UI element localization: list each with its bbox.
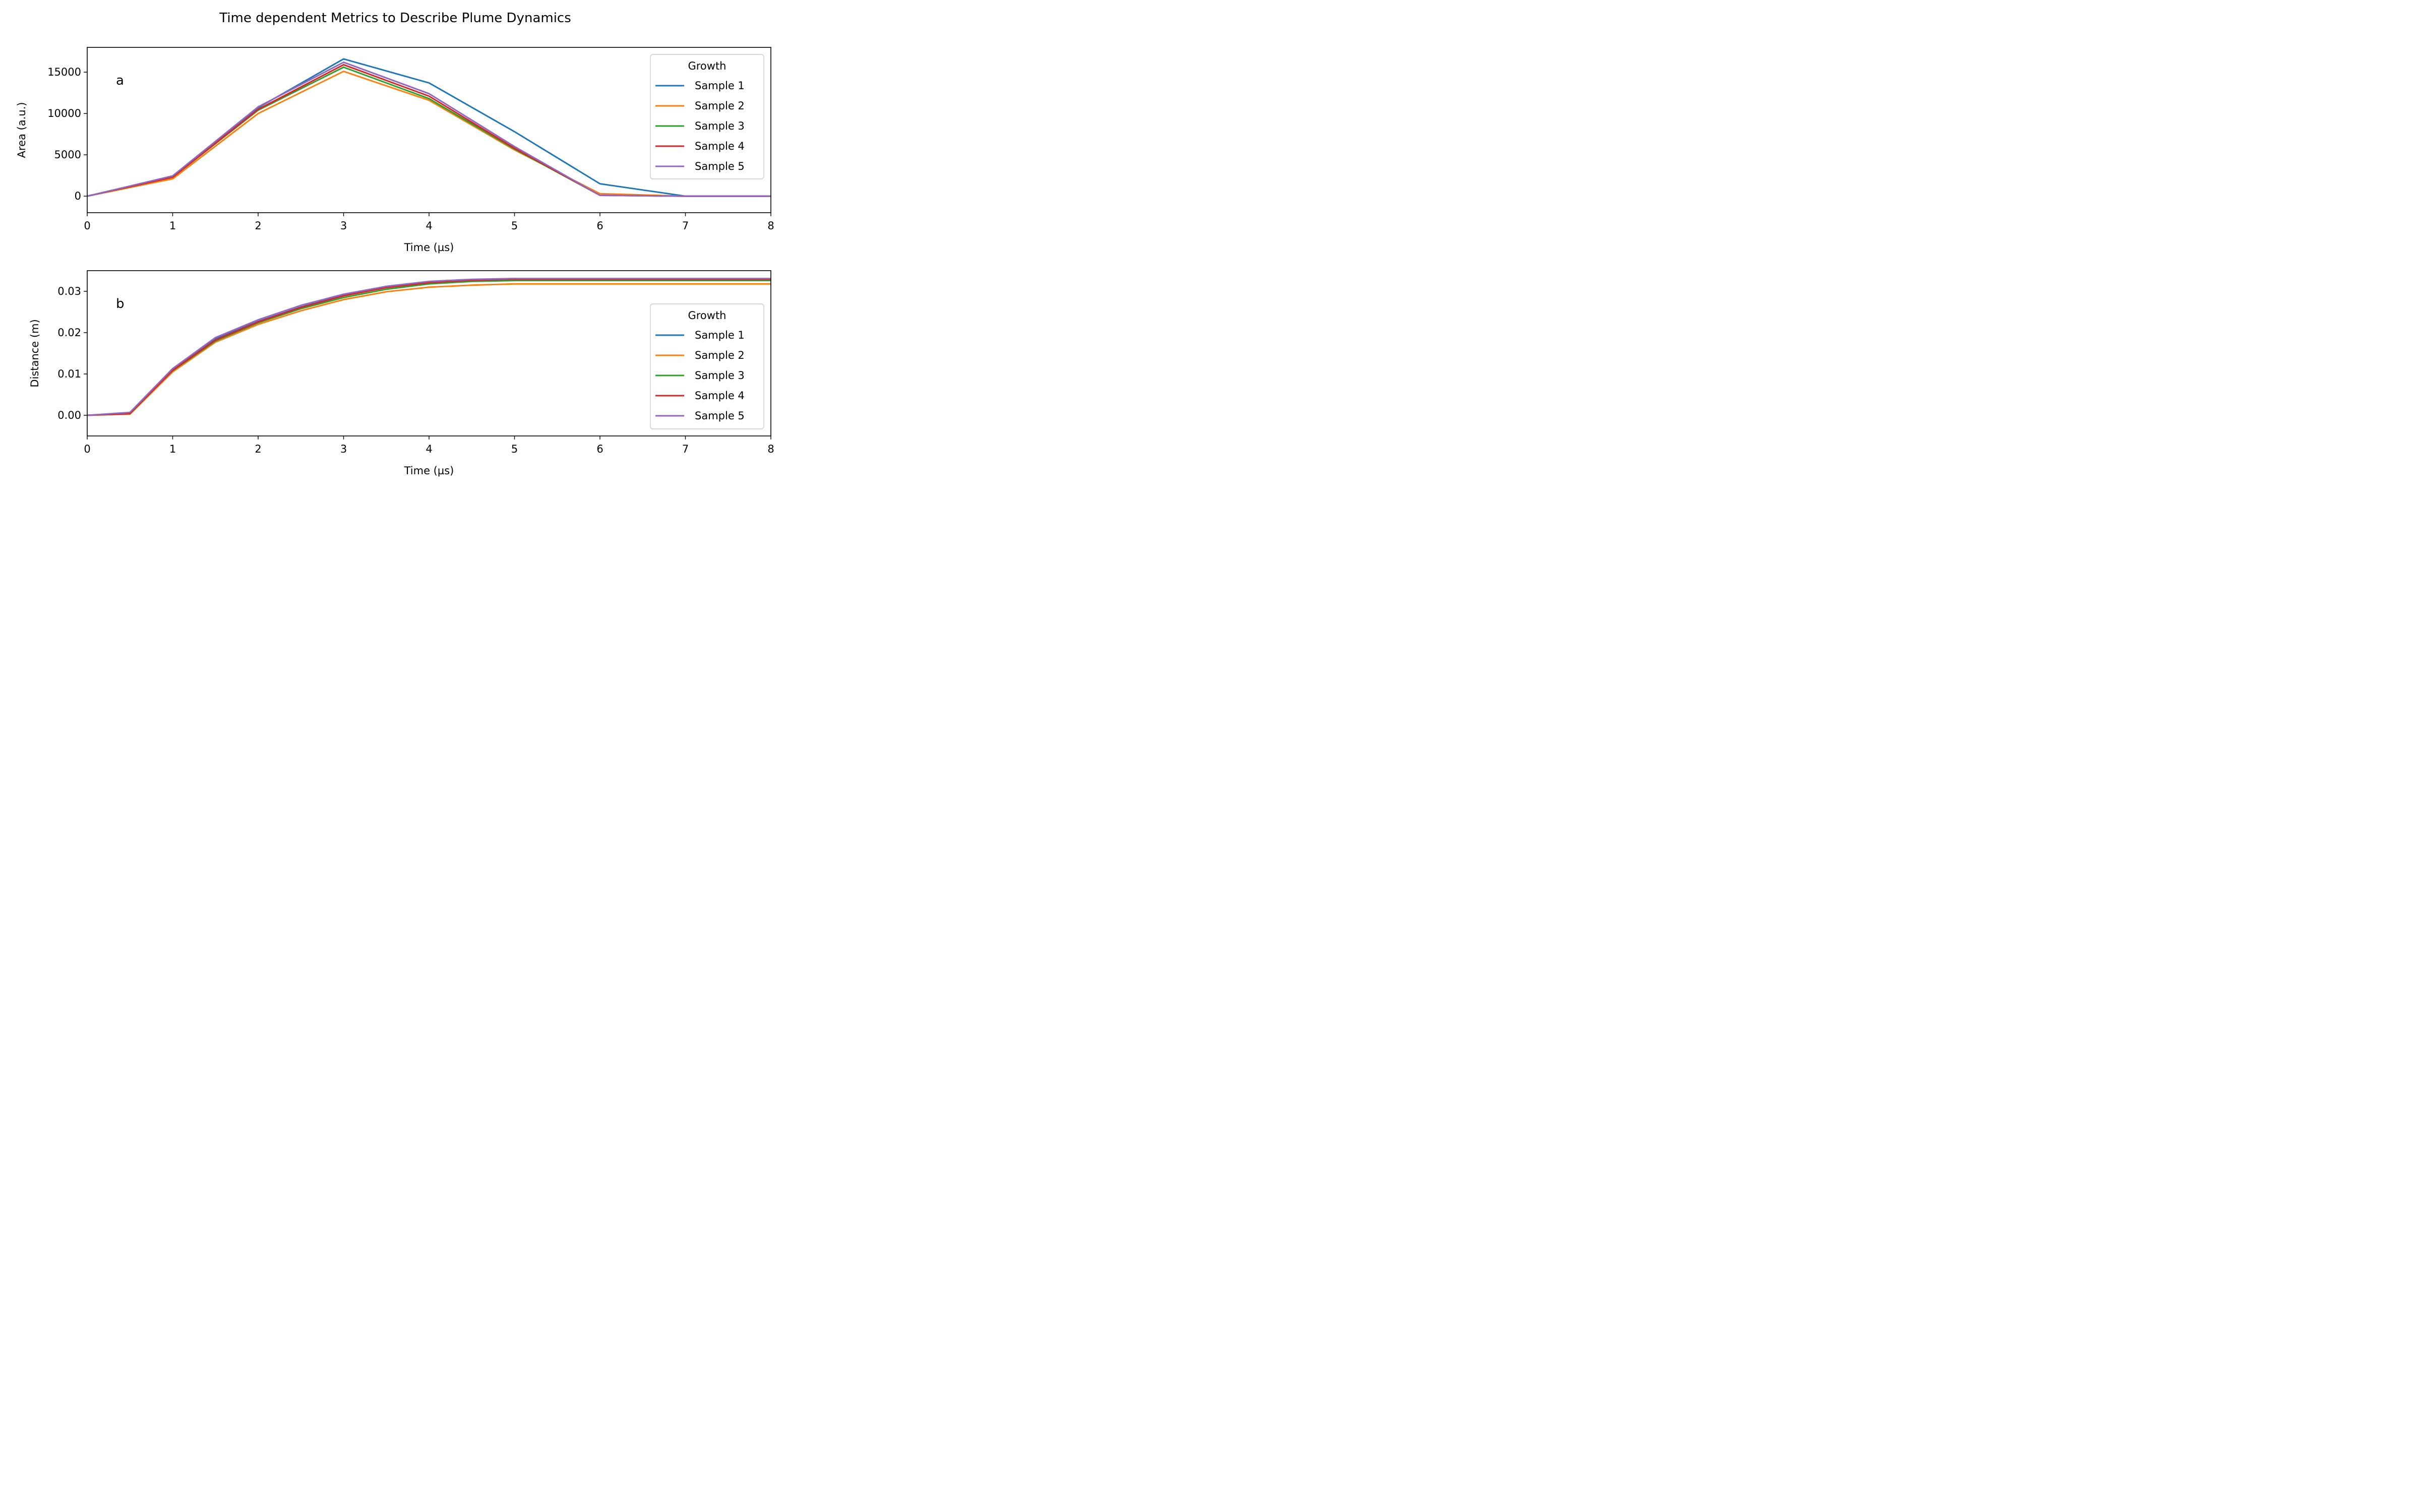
x-tick-label: 0 bbox=[84, 443, 90, 455]
x-tick-label: 1 bbox=[169, 443, 176, 455]
x-tick-label: 4 bbox=[426, 220, 432, 232]
x-tick-label: 7 bbox=[682, 220, 689, 232]
legend-entry-label: Sample 3 bbox=[695, 120, 745, 132]
legend-entry-label: Sample 1 bbox=[695, 329, 745, 341]
legend-entry-label: Sample 1 bbox=[695, 80, 745, 92]
legend-entry-label: Sample 2 bbox=[695, 100, 745, 112]
legend-entry-label: Sample 4 bbox=[695, 390, 745, 402]
y-tick-label: 0.01 bbox=[57, 368, 81, 380]
x-tick-label: 4 bbox=[426, 443, 432, 455]
series-line-sample-4 bbox=[87, 278, 771, 416]
panel-b-distance-chart: 0 1 2 3 4 5 6 7 8 0.00 0.01 0.02 0.03 Time (µs) Distan… bbox=[29, 270, 774, 477]
figure: Time dependent Metrics to Describe Plume… bbox=[16, 11, 774, 477]
x-tick-label: 2 bbox=[255, 220, 261, 232]
x-tick-label: 6 bbox=[596, 443, 603, 455]
legend-entry-label: Sample 3 bbox=[695, 369, 745, 382]
legend-title: Growth bbox=[688, 309, 726, 322]
x-tick-label: 1 bbox=[169, 220, 176, 232]
x-axis-label: Time (µs) bbox=[404, 465, 454, 477]
y-tick-label: 0.03 bbox=[57, 285, 81, 297]
x-tick-label: 6 bbox=[596, 220, 603, 232]
x-tick-label: 3 bbox=[340, 443, 347, 455]
panel-letter: a bbox=[116, 73, 124, 88]
x-tick-label: 5 bbox=[511, 220, 518, 232]
legend-title: Growth bbox=[688, 60, 726, 72]
legend: Growth Sample 1 Sample 2 Sample 3 Sample 4 Sa… bbox=[650, 54, 764, 179]
series-line-sample-5 bbox=[87, 278, 771, 416]
y-axis-label: Area (a.u.) bbox=[16, 102, 28, 158]
series-line-sample-2 bbox=[87, 283, 771, 416]
y-axis-label: Distance (m) bbox=[29, 319, 41, 387]
legend-entry-label: Sample 5 bbox=[695, 410, 745, 422]
panel-a-area-chart: 0 1 2 3 4 5 6 7 8 0 5000 10000 15000 Time (µs) Area (a… bbox=[16, 47, 774, 254]
series-group bbox=[87, 278, 771, 416]
y-tick-label: 10000 bbox=[47, 107, 81, 119]
legend: Growth Sample 1 Sample 2 Sample 3 Sample 4 Sa… bbox=[650, 303, 764, 429]
legend-entry-label: Sample 5 bbox=[695, 160, 745, 172]
y-tick-label: 15000 bbox=[47, 66, 81, 78]
y-tick-label: 0 bbox=[75, 190, 81, 202]
panel-letter: b bbox=[116, 296, 125, 311]
x-axis-label: Time (µs) bbox=[404, 241, 454, 254]
legend-entry-label: Sample 4 bbox=[695, 140, 745, 152]
series-line-sample-5 bbox=[87, 61, 771, 197]
y-tick-label: 0.02 bbox=[57, 327, 81, 339]
x-tick-label: 0 bbox=[84, 220, 90, 232]
x-tick-label: 3 bbox=[340, 220, 347, 232]
y-tick-label: 0.00 bbox=[57, 409, 81, 421]
x-tick-label: 8 bbox=[767, 220, 774, 232]
x-tick-label: 7 bbox=[682, 443, 689, 455]
x-tick-label: 2 bbox=[255, 443, 261, 455]
x-tick-label: 5 bbox=[511, 443, 518, 455]
series-group bbox=[87, 58, 771, 197]
y-tick-label: 5000 bbox=[54, 149, 81, 161]
legend-entry-label: Sample 2 bbox=[695, 349, 745, 361]
figure-title: Time dependent Metrics to Describe Plume… bbox=[219, 11, 571, 26]
x-tick-label: 8 bbox=[767, 443, 774, 455]
